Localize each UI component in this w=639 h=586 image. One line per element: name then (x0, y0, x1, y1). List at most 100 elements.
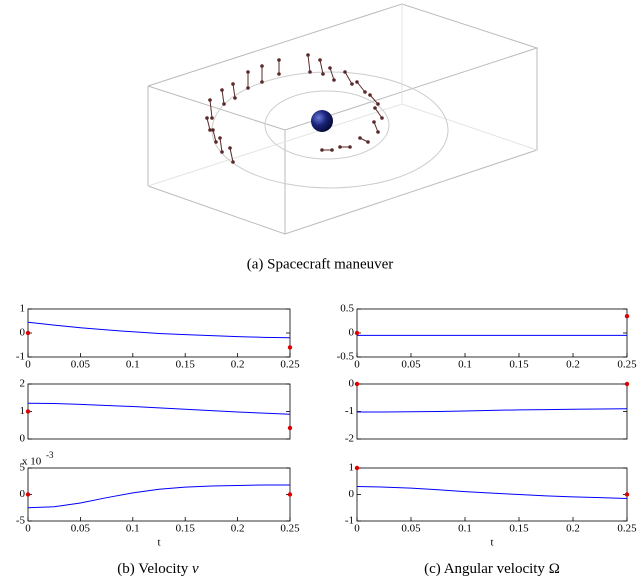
trajectory-point (218, 136, 222, 140)
y-tick-label: -0.5 (337, 351, 355, 363)
endpoint-marker (624, 314, 630, 319)
trajectory-point (210, 116, 214, 120)
caption-label: (c) Angular velocity (424, 561, 545, 577)
y-tick-label: 0 (20, 488, 26, 500)
trajectory-point (231, 82, 235, 86)
planet (311, 110, 333, 132)
trajectory-point (318, 58, 322, 62)
endpoint-marker (287, 492, 293, 497)
trajectory-point (277, 58, 281, 62)
series-line (27, 484, 290, 509)
trajectory-point (376, 102, 380, 106)
trajectory-point (376, 130, 380, 134)
plot-frame (356, 308, 628, 358)
y-tick-label: 2 (20, 378, 26, 390)
series-line (357, 408, 628, 413)
chart: -2 -1 0 (345, 378, 630, 445)
series-line (356, 486, 628, 499)
trajectory-segment (329, 67, 335, 81)
trajectory-segment (209, 99, 213, 119)
x-tick-label: 0 (354, 359, 360, 371)
trajectory-point (208, 128, 212, 132)
caption-symbol: v (192, 561, 199, 577)
x-tick-label: 0.05 (401, 523, 421, 535)
series-line (27, 321, 291, 339)
trajectory-segment (229, 147, 234, 163)
scene-3d (147, 3, 539, 235)
trajectory-point (368, 93, 372, 97)
trajectory-point (205, 116, 209, 120)
endpoint-marker (354, 465, 360, 471)
trajectory-point (373, 106, 377, 110)
y-tick-label: 0 (349, 378, 355, 390)
y-tick-label: 0.5 (340, 303, 354, 315)
x-tick-label: 0 (354, 523, 360, 535)
y-tick-label: -1 (345, 405, 354, 417)
y-tick-label: 1 (20, 303, 26, 315)
trajectory-point (320, 148, 324, 152)
y-tick-label: 1 (349, 462, 355, 474)
endpoint-marker (354, 381, 360, 387)
trajectory (205, 53, 384, 164)
trajectory-point (355, 80, 359, 84)
x-axis-label: t (157, 537, 160, 549)
trajectory-point (338, 145, 342, 149)
y-tick-label: 1 (20, 405, 26, 417)
trajectory-point (260, 64, 264, 68)
y-tick-label: -1 (345, 515, 354, 527)
x-tick-label: 0.25 (280, 523, 300, 535)
trajectory-point (220, 88, 224, 92)
y-tick-label: 5 (20, 462, 26, 474)
plot-frame (356, 467, 628, 522)
x-tick-label: 0.2 (231, 359, 245, 371)
x-axis-label: t (490, 537, 493, 549)
x-tick-label: 0.15 (509, 359, 529, 371)
orbit-inner (264, 90, 390, 160)
x-tick-label: 0.05 (71, 523, 91, 535)
trajectory-point (220, 150, 224, 154)
caption-a: (a) Spacecraft maneuver (247, 256, 394, 272)
trajectory-point (358, 136, 362, 140)
trajectory-point (321, 72, 325, 76)
trajectory-segment (221, 89, 225, 105)
caption-c: (c) Angular velocity Ω (424, 561, 560, 577)
x-tick-label: 0.05 (71, 359, 91, 371)
x-tick-label: 0.25 (617, 359, 637, 371)
endpoint-marker (287, 345, 293, 350)
series-line (27, 402, 291, 415)
x-tick-label: 0.2 (231, 523, 245, 535)
endpoint-marker (624, 381, 630, 387)
trajectory-segment (307, 54, 311, 73)
x-tick-label: 0.25 (617, 523, 637, 535)
x-tick-label: 0.1 (126, 359, 140, 371)
y-tick-label: 0 (349, 488, 355, 500)
trajectory-segment (232, 83, 236, 99)
trajectory-point (228, 146, 232, 150)
trajectory-point (350, 82, 354, 86)
y-tick-label: 0 (349, 327, 355, 339)
y-tick-label: 0 (20, 433, 26, 445)
caption-label: (b) Velocity (117, 561, 188, 577)
trajectory-segment (219, 137, 223, 153)
y-tick-label: -1 (16, 351, 25, 363)
trajectory-point (246, 70, 250, 74)
x-tick-label: 0.05 (401, 359, 421, 371)
x-tick-label: 0.1 (458, 359, 472, 371)
chart: -0.500.50 0.05 0.1 0.15 0.2 0.25 (337, 303, 638, 371)
trajectory-segment (319, 59, 324, 75)
trajectory-point (277, 72, 281, 76)
x-tick-label: 0.15 (176, 359, 196, 371)
trajectory-point (330, 148, 334, 152)
trajectory-point (308, 70, 312, 74)
y-scale-label: x 10 (22, 456, 42, 468)
trajectory-point (246, 86, 250, 90)
trajectory-point (208, 98, 212, 102)
trajectory-segment (374, 107, 383, 119)
trajectory-segment (356, 81, 366, 93)
box-back (147, 103, 538, 187)
endpoint-marker (25, 409, 31, 414)
caption-b: (b) Velocity v (117, 561, 199, 577)
trajectory-point (306, 53, 310, 57)
